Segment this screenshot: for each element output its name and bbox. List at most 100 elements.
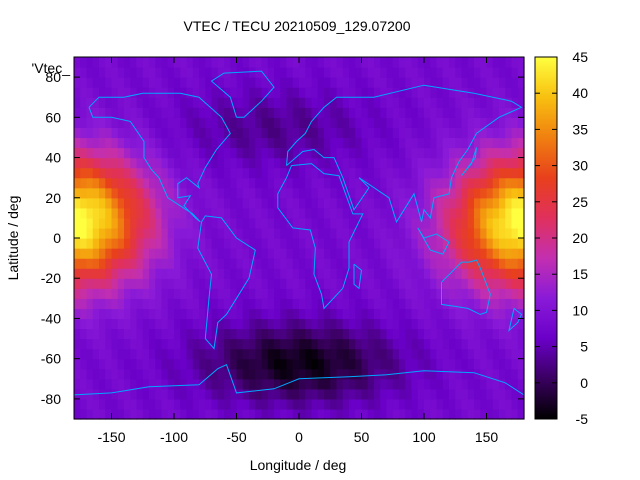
heatmap-cell (280, 378, 288, 390)
heatmap-cell (292, 177, 300, 189)
heatmap-cell (480, 338, 488, 350)
heatmap-cell (355, 258, 363, 269)
heatmap-cell (80, 248, 88, 259)
heatmap-cell (311, 147, 319, 159)
heatmap-cell (280, 227, 288, 239)
heatmap-cell (124, 97, 131, 108)
heatmap-cell (480, 318, 488, 330)
heatmap-cell (261, 227, 269, 239)
heatmap-cell (486, 107, 494, 118)
heatmap-cell (499, 217, 506, 229)
heatmap-cell (249, 177, 256, 189)
heatmap-cell (449, 57, 456, 68)
heatmap-cell (180, 268, 188, 279)
heatmap-cell (124, 368, 131, 380)
heatmap-cell (192, 167, 200, 179)
heatmap-cell (349, 398, 356, 410)
heatmap-cell (461, 408, 469, 420)
heatmap-cell (124, 147, 131, 159)
heatmap-cell (192, 117, 200, 128)
heatmap-cell (455, 167, 463, 179)
heatmap-cell (399, 117, 406, 128)
heatmap-cell (480, 177, 488, 189)
heatmap-cell (236, 187, 244, 199)
heatmap-cell (155, 288, 163, 299)
heatmap-cell (399, 248, 406, 259)
heatmap-cell (224, 248, 231, 259)
heatmap-cell (336, 238, 344, 249)
heatmap-cell (517, 157, 525, 169)
heatmap-cell (367, 227, 375, 239)
heatmap-cell (192, 278, 200, 289)
heatmap-cell (111, 368, 119, 380)
heatmap-cell (99, 358, 106, 370)
heatmap-cell (361, 338, 369, 350)
heatmap-cell (511, 328, 519, 340)
heatmap-cell (392, 157, 400, 169)
heatmap-cell (342, 358, 350, 370)
heatmap-cell (417, 117, 425, 128)
heatmap-cell (186, 227, 194, 239)
heatmap-cell (80, 318, 88, 330)
y-axis-label: Latitude / deg (5, 196, 21, 281)
heatmap-cell (286, 288, 294, 299)
heatmap-cell (236, 378, 244, 390)
heatmap-cell (136, 338, 144, 350)
heatmap-cell (517, 278, 525, 289)
heatmap-cell (99, 328, 106, 340)
heatmap-cell (411, 87, 419, 98)
heatmap-cell (267, 127, 275, 139)
heatmap-cell (142, 258, 150, 269)
coastline (210, 70, 275, 118)
heatmap-cell (467, 197, 475, 209)
heatmap-cell (230, 227, 238, 239)
heatmap-cell (230, 368, 238, 380)
heatmap-cell (111, 77, 119, 88)
heatmap-cell (349, 107, 356, 118)
heatmap-cell (436, 298, 444, 309)
heatmap-cell (311, 268, 319, 279)
heatmap-cell (180, 308, 188, 320)
heatmap-cell (467, 368, 475, 380)
heatmap-cell (392, 408, 400, 420)
heatmap-cell (92, 217, 100, 229)
heatmap-cell (492, 298, 500, 309)
heatmap-cell (386, 67, 394, 78)
heatmap-cell (511, 127, 519, 139)
heatmap-cell (417, 77, 425, 88)
heatmap-cell (511, 338, 519, 350)
heatmap-cell (505, 248, 513, 259)
heatmap-cell (380, 298, 388, 309)
heatmap-cell (330, 117, 338, 128)
heatmap-cell (242, 318, 250, 330)
heatmap-cell (174, 147, 181, 159)
heatmap-cell (117, 167, 125, 179)
heatmap-cell (130, 288, 138, 299)
heatmap-cell (242, 197, 250, 209)
heatmap-cell (286, 408, 294, 420)
heatmap-cell (342, 368, 350, 380)
heatmap-cell (230, 328, 238, 340)
heatmap-cell (399, 167, 406, 179)
heatmap-cell (517, 388, 525, 400)
heatmap-cell (261, 258, 269, 269)
heatmap-cell (130, 157, 138, 169)
heatmap-cell (480, 288, 488, 299)
heatmap-cell (211, 388, 219, 400)
heatmap-cell (430, 187, 438, 199)
heatmap-cell (349, 298, 356, 309)
heatmap-cell (174, 408, 181, 420)
heatmap-cell (380, 157, 388, 169)
heatmap-cell (205, 207, 213, 219)
heatmap-cell (217, 398, 225, 410)
coastline (417, 227, 450, 255)
heatmap-cell (167, 268, 175, 279)
heatmap-cell (417, 268, 425, 279)
heatmap-cell (192, 67, 200, 78)
heatmap-cell (217, 127, 225, 139)
heatmap-cell (136, 77, 144, 88)
heatmap-cell (455, 97, 463, 108)
heatmap-cell (467, 388, 475, 400)
heatmap-cell (292, 147, 300, 159)
heatmap-cell (424, 408, 431, 420)
